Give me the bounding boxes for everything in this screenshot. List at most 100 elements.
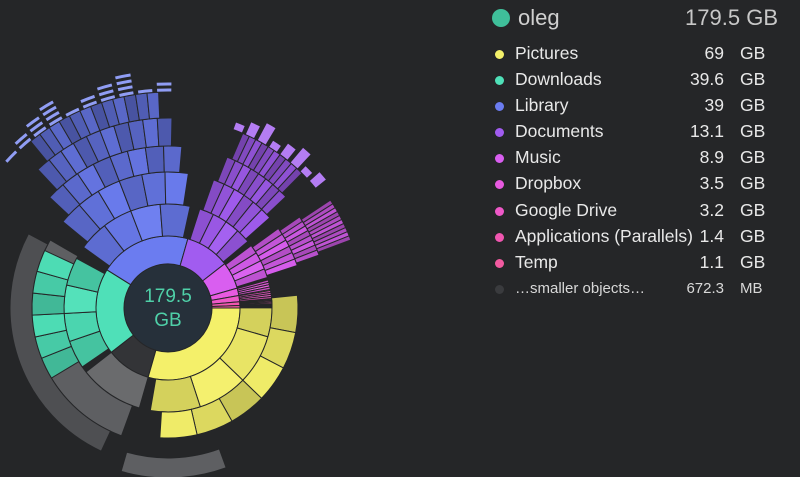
- folder-row-smaller-objects[interactable]: …smaller objects… 672.3 MB: [490, 277, 790, 303]
- library-outer-segment[interactable]: [37, 99, 56, 113]
- library-outer-segment[interactable]: [47, 114, 64, 128]
- folder-row-dropbox[interactable]: Dropbox 3.5 GB: [490, 172, 790, 198]
- folder-size-unit: GB: [740, 173, 766, 194]
- folder-color-dot: [495, 128, 504, 138]
- documents-outer-segment[interactable]: [232, 121, 247, 134]
- folder-segment-pictures[interactable]: [159, 408, 198, 439]
- folder-segment-downloads[interactable]: [36, 249, 75, 281]
- library-outer-segment[interactable]: [117, 90, 135, 99]
- folder-segment-library[interactable]: [163, 145, 183, 174]
- folder-size: 39: [704, 95, 724, 116]
- library-outer-segment[interactable]: [116, 84, 134, 93]
- folder-segment-music[interactable]: [315, 235, 352, 253]
- folder-segment-pictures[interactable]: [269, 294, 299, 334]
- folder-color-dot: [495, 76, 504, 86]
- folder-size-unit: GB: [740, 225, 766, 246]
- library-outer-segment[interactable]: [17, 136, 33, 151]
- folder-name: Documents: [515, 121, 604, 142]
- folder-size-unit: GB: [740, 199, 766, 220]
- folder-row-documents[interactable]: Documents 13.1 GB: [490, 120, 790, 146]
- library-outer-segment[interactable]: [95, 82, 114, 92]
- folder-segment-documents[interactable]: [277, 167, 303, 194]
- library-outer-segment[interactable]: [155, 87, 173, 93]
- folder-row-pictures[interactable]: Pictures 69 GB: [490, 42, 790, 68]
- library-outer-segment[interactable]: [3, 149, 19, 165]
- root-folder-row[interactable]: oleg 179.5 GB: [490, 4, 790, 32]
- library-outer-segment[interactable]: [81, 99, 99, 110]
- folder-color-dot: [495, 206, 504, 216]
- folder-size-unit: GB: [740, 43, 766, 63]
- folder-color-dot: [495, 154, 504, 164]
- folder-segment-library[interactable]: [144, 145, 165, 174]
- folder-color-dot: [495, 284, 504, 294]
- documents-outer-segment[interactable]: [278, 142, 298, 162]
- folder-segment-temp[interactable]: [239, 306, 273, 309]
- folder-name: Downloads: [515, 69, 602, 90]
- library-outer-segment[interactable]: [79, 93, 97, 105]
- folder-color-dot: [495, 50, 504, 59]
- documents-outer-segment[interactable]: [244, 120, 262, 140]
- sunburst-center[interactable]: [124, 264, 212, 352]
- folder-segment-library[interactable]: [164, 171, 189, 206]
- library-outer-segment[interactable]: [31, 124, 48, 139]
- folder-color-dot: [495, 180, 504, 190]
- sunburst-chart[interactable]: [0, 0, 480, 477]
- folder-color-dot: [495, 102, 504, 112]
- folder-segment-temp[interactable]: [211, 304, 241, 309]
- library-outer-segment[interactable]: [136, 88, 154, 95]
- documents-outer-segment[interactable]: [299, 164, 314, 180]
- root-folder-color-dot: [492, 9, 510, 27]
- folder-name: …smaller objects…: [515, 279, 646, 297]
- folder-segment-library[interactable]: [159, 203, 191, 239]
- folder-row-google-drive[interactable]: Google Drive 3.2 GB: [490, 199, 790, 225]
- folder-size: 8.9: [699, 147, 724, 168]
- library-outer-segment[interactable]: [40, 104, 59, 118]
- gray-segment[interactable]: [120, 448, 227, 477]
- library-outer-segment[interactable]: [64, 106, 81, 118]
- folder-name: Temp: [515, 251, 558, 272]
- documents-outer-segment[interactable]: [308, 170, 328, 190]
- folder-row-library[interactable]: Library 39 GB: [490, 94, 790, 120]
- folder-segment-library[interactable]: [156, 117, 173, 147]
- library-outer-segment[interactable]: [44, 109, 62, 123]
- folder-name: Dropbox: [515, 173, 582, 194]
- folder-size: 3.2: [699, 199, 724, 220]
- library-outer-segment[interactable]: [99, 93, 117, 104]
- folder-row-temp[interactable]: Temp 1.1 GB: [490, 251, 790, 277]
- root-folder-name: oleg: [518, 5, 560, 30]
- folder-name: Applications (Parallels): [515, 225, 693, 246]
- folder-row-applications[interactable]: Applications (Parallels) 1.4 GB: [490, 225, 790, 251]
- library-outer-segment[interactable]: [13, 131, 29, 147]
- library-outer-segment[interactable]: [155, 81, 173, 87]
- folder-size-unit: GB: [740, 69, 766, 90]
- documents-outer-segment[interactable]: [256, 121, 277, 146]
- folder-size-unit: GB: [740, 95, 766, 116]
- library-outer-segment[interactable]: [28, 119, 45, 134]
- folder-size-unit: GB: [740, 121, 766, 142]
- gray-segment[interactable]: [9, 233, 112, 452]
- folder-size: 3.5: [699, 173, 724, 194]
- folder-name: Google Drive: [515, 199, 618, 220]
- folder-size-unit: GB: [740, 251, 766, 272]
- folder-list: Pictures 69 GB Downloads 39.6 GB Library 39 GB…: [490, 42, 790, 303]
- center-total-value: 179.5: [144, 286, 192, 307]
- center-total-label[interactable]: 179.5 GB: [128, 285, 208, 333]
- root-folder-size: 179.5 GB: [685, 5, 778, 30]
- library-outer-segment[interactable]: [97, 88, 115, 98]
- library-outer-segment[interactable]: [24, 114, 42, 130]
- folder-size: 672.3: [686, 279, 724, 297]
- folder-size: 1.1: [699, 251, 724, 272]
- folder-segment-library[interactable]: [146, 91, 161, 120]
- folder-size: 69: [704, 43, 724, 63]
- documents-outer-segment[interactable]: [289, 146, 312, 170]
- folder-color-dot: [495, 232, 504, 242]
- folder-row-music[interactable]: Music 8.9 GB: [490, 146, 790, 172]
- folder-color-dot: [495, 258, 504, 268]
- documents-outer-segment[interactable]: [267, 139, 283, 154]
- folder-size: 13.1: [689, 121, 724, 142]
- center-total-unit: GB: [154, 310, 182, 331]
- folder-size-unit: MB: [740, 279, 763, 297]
- folder-row-downloads[interactable]: Downloads 39.6 GB: [490, 68, 790, 94]
- library-outer-segment[interactable]: [113, 72, 132, 81]
- library-outer-segment[interactable]: [115, 78, 133, 87]
